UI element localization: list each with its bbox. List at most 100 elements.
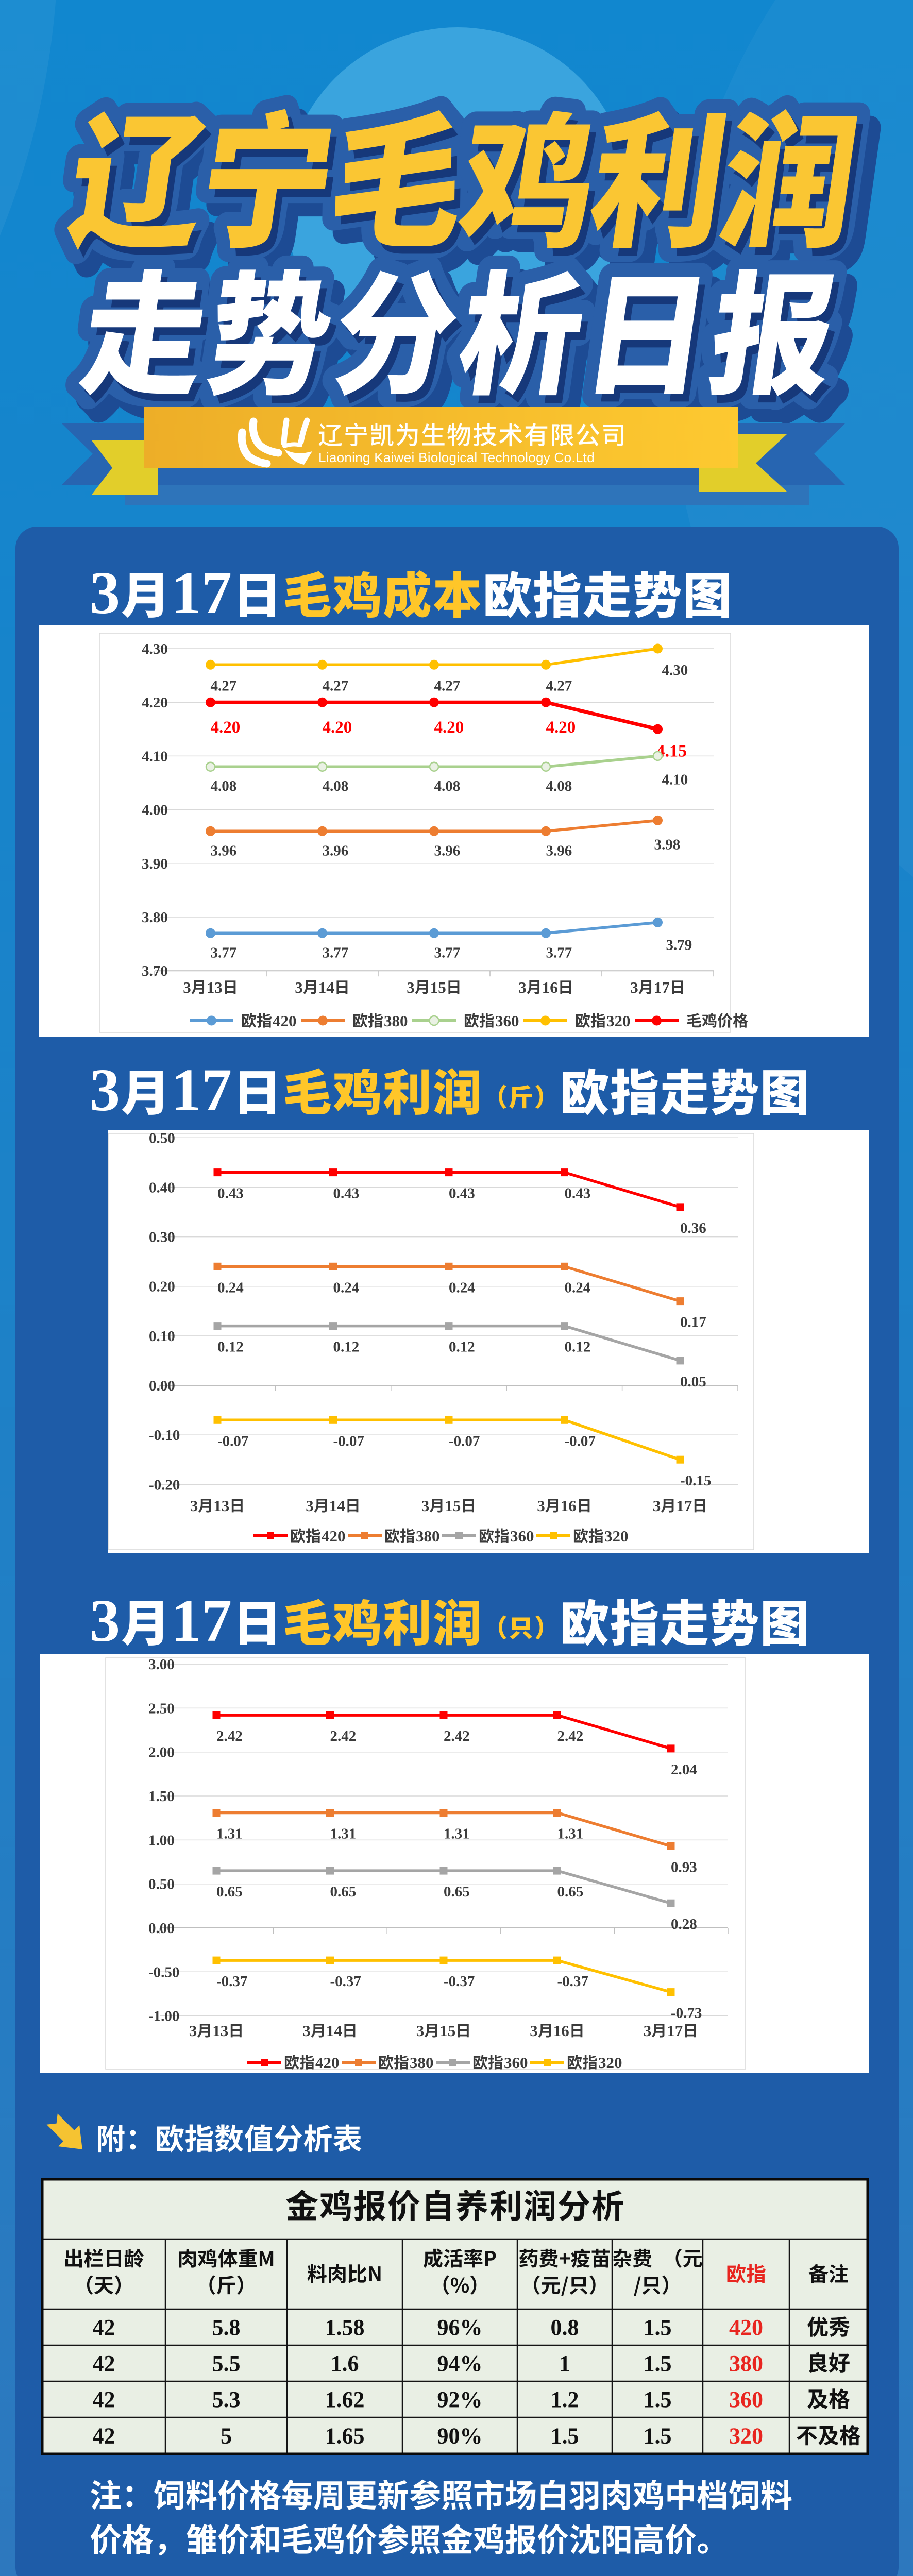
svg-text:1.65: 1.65	[325, 2424, 365, 2449]
svg-text:1.58: 1.58	[325, 2315, 365, 2340]
svg-text:4.30: 4.30	[662, 662, 688, 679]
svg-text:-1.00: -1.00	[148, 2008, 179, 2025]
svg-text:13: 13	[213, 1497, 229, 1515]
svg-text:3.98: 3.98	[654, 836, 681, 853]
svg-text:14: 14	[318, 978, 334, 996]
svg-text:15: 15	[445, 1497, 461, 1515]
svg-text:13: 13	[212, 2022, 228, 2040]
svg-text:5: 5	[221, 2424, 232, 2449]
svg-text:420: 420	[729, 2315, 763, 2340]
svg-text:0.20: 0.20	[149, 1279, 175, 1295]
svg-text:94%: 94%	[437, 2351, 483, 2376]
svg-text:4.27: 4.27	[434, 677, 461, 694]
svg-text:0.43: 0.43	[217, 1185, 244, 1202]
svg-text:320: 320	[606, 1012, 631, 1030]
svg-text:17: 17	[171, 1587, 232, 1654]
svg-text:1.31: 1.31	[216, 1826, 243, 1842]
svg-text:3.77: 3.77	[546, 944, 572, 961]
svg-text:3.96: 3.96	[323, 842, 349, 859]
svg-text:0.24: 0.24	[333, 1279, 360, 1296]
svg-text:2.04: 2.04	[671, 1761, 697, 1778]
svg-text:17: 17	[667, 2022, 683, 2040]
svg-text:4.10: 4.10	[142, 748, 168, 765]
svg-text:380: 380	[729, 2351, 763, 2376]
svg-text:42: 42	[93, 2387, 115, 2412]
svg-text:2.50: 2.50	[148, 1700, 175, 1717]
svg-text:3: 3	[421, 1497, 430, 1515]
svg-text:16: 16	[542, 978, 558, 996]
svg-text:1.5: 1.5	[551, 2424, 579, 2449]
svg-text:0.12: 0.12	[565, 1339, 591, 1355]
svg-text:3: 3	[416, 2022, 425, 2040]
svg-text:0.10: 0.10	[149, 1328, 175, 1345]
svg-text:3.79: 3.79	[666, 937, 692, 953]
svg-text:1.6: 1.6	[331, 2351, 359, 2376]
svg-text:13: 13	[207, 978, 223, 996]
svg-text:-0.10: -0.10	[149, 1427, 180, 1444]
svg-text:0.43: 0.43	[333, 1185, 360, 1202]
svg-text:3: 3	[306, 1497, 314, 1515]
svg-text:96%: 96%	[437, 2315, 483, 2340]
svg-text:Liaoning Kaiwei Biological Tec: Liaoning Kaiwei Biological Technology Co…	[318, 450, 595, 465]
svg-text:16: 16	[561, 1497, 577, 1515]
svg-text:2.42: 2.42	[216, 1728, 243, 1744]
svg-text:15: 15	[430, 978, 446, 996]
svg-text:1.5: 1.5	[644, 2424, 672, 2449]
svg-text:-0.37: -0.37	[330, 1973, 361, 1990]
svg-text:3.77: 3.77	[323, 944, 349, 961]
svg-text:3: 3	[407, 978, 415, 996]
svg-text:-0.37: -0.37	[557, 1973, 588, 1990]
svg-text:0.8: 0.8	[551, 2315, 579, 2340]
svg-text:3.80: 3.80	[142, 909, 168, 926]
svg-text:380: 380	[410, 2054, 434, 2072]
svg-text:0.24: 0.24	[565, 1279, 591, 1296]
svg-text:2.42: 2.42	[330, 1728, 357, 1744]
svg-text:3: 3	[295, 978, 303, 996]
svg-text:3: 3	[530, 2022, 538, 2040]
svg-text:4.20: 4.20	[211, 718, 241, 737]
svg-text:0.00: 0.00	[149, 1378, 175, 1394]
svg-text:4.27: 4.27	[211, 677, 237, 694]
svg-text:14: 14	[329, 1497, 345, 1515]
svg-text:3.77: 3.77	[434, 944, 461, 961]
svg-text:5.8: 5.8	[212, 2315, 241, 2340]
svg-text:17: 17	[676, 1497, 692, 1515]
svg-text:0.12: 0.12	[217, 1339, 244, 1355]
svg-text:0.12: 0.12	[449, 1339, 475, 1355]
svg-text:0.05: 0.05	[680, 1374, 706, 1390]
svg-text:4.27: 4.27	[546, 677, 572, 694]
svg-text:3: 3	[183, 978, 191, 996]
svg-text:-0.73: -0.73	[671, 2005, 702, 2022]
svg-text:1.31: 1.31	[330, 1826, 357, 1842]
svg-text:-0.50: -0.50	[148, 1964, 179, 1980]
svg-text:0.36: 0.36	[680, 1220, 706, 1236]
svg-text:0.12: 0.12	[333, 1339, 360, 1355]
svg-text:0.43: 0.43	[565, 1185, 591, 1202]
svg-text:1.62: 1.62	[325, 2387, 365, 2412]
svg-text:360: 360	[729, 2387, 763, 2412]
svg-text:4.27: 4.27	[323, 677, 349, 694]
svg-text:0.65: 0.65	[444, 1884, 470, 1900]
svg-text:42: 42	[93, 2315, 115, 2340]
svg-text:1.31: 1.31	[444, 1826, 470, 1842]
svg-text:14: 14	[326, 2022, 342, 2040]
svg-text:3: 3	[644, 2022, 652, 2040]
svg-text:1.2: 1.2	[551, 2387, 579, 2412]
svg-text:1.5: 1.5	[644, 2351, 672, 2376]
svg-text:4.08: 4.08	[546, 778, 572, 794]
svg-text:0.93: 0.93	[671, 1859, 697, 1875]
svg-text:0.28: 0.28	[671, 1916, 697, 1933]
svg-text:3: 3	[653, 1497, 661, 1515]
svg-text:15: 15	[439, 2022, 455, 2040]
svg-text:0.50: 0.50	[149, 1130, 175, 1146]
svg-text:0.43: 0.43	[449, 1185, 475, 1202]
svg-text:0.65: 0.65	[330, 1884, 357, 1900]
svg-text:-0.07: -0.07	[333, 1433, 364, 1449]
svg-text:3: 3	[90, 1587, 120, 1654]
svg-text:3: 3	[190, 1497, 198, 1515]
svg-text:42: 42	[93, 2424, 115, 2449]
svg-text:420: 420	[315, 2054, 340, 2072]
svg-text:0.65: 0.65	[216, 1884, 243, 1900]
svg-text:0.40: 0.40	[149, 1179, 175, 1196]
svg-text:2.42: 2.42	[444, 1728, 470, 1744]
